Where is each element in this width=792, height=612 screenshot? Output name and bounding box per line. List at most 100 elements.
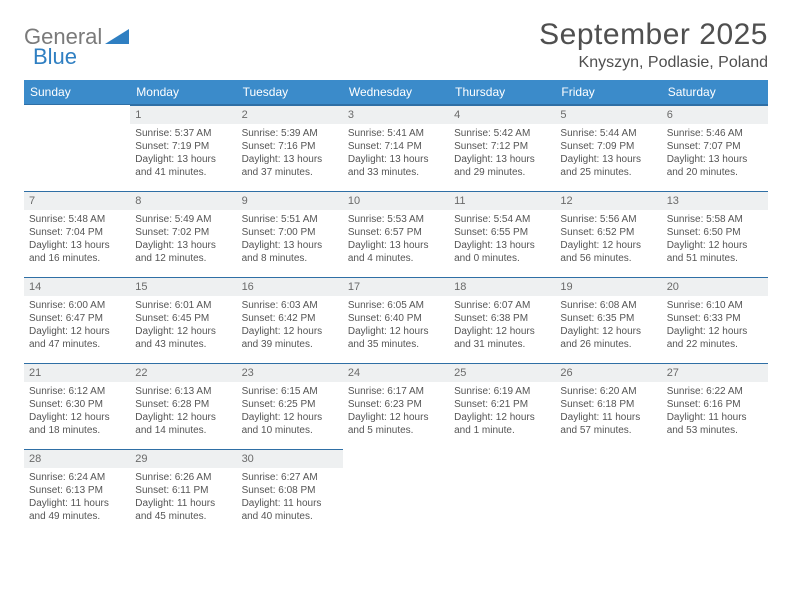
day-number: 23 (237, 363, 343, 382)
daylight-text: Daylight: 13 hours (348, 153, 444, 166)
daylight-text: and 25 minutes. (560, 166, 656, 179)
calendar-cell: 15Sunrise: 6:01 AMSunset: 6:45 PMDayligh… (130, 277, 236, 363)
day-number: 29 (130, 449, 236, 468)
calendar-cell: 13Sunrise: 5:58 AMSunset: 6:50 PMDayligh… (662, 191, 768, 277)
calendar-cell: 1Sunrise: 5:37 AMSunset: 7:19 PMDaylight… (130, 105, 236, 191)
calendar-week-row: 7Sunrise: 5:48 AMSunset: 7:04 PMDaylight… (24, 191, 768, 277)
day-number: 2 (237, 105, 343, 124)
sunrise-text: Sunrise: 5:53 AM (348, 213, 444, 226)
sunset-text: Sunset: 7:09 PM (560, 140, 656, 153)
calendar-cell: 29Sunrise: 6:26 AMSunset: 6:11 PMDayligh… (130, 449, 236, 535)
sunrise-text: Sunrise: 5:46 AM (667, 127, 763, 140)
daylight-text: and 56 minutes. (560, 252, 656, 265)
day-details: Sunrise: 5:49 AMSunset: 7:02 PMDaylight:… (130, 210, 236, 267)
sunrise-text: Sunrise: 6:08 AM (560, 299, 656, 312)
day-number: 15 (130, 277, 236, 296)
weekday-header: Saturday (662, 80, 768, 105)
daylight-text: Daylight: 11 hours (29, 497, 125, 510)
calendar-cell: 16Sunrise: 6:03 AMSunset: 6:42 PMDayligh… (237, 277, 343, 363)
sunrise-text: Sunrise: 5:49 AM (135, 213, 231, 226)
daylight-text: Daylight: 13 hours (560, 153, 656, 166)
calendar-cell: 2Sunrise: 5:39 AMSunset: 7:16 PMDaylight… (237, 105, 343, 191)
sunrise-text: Sunrise: 6:19 AM (454, 385, 550, 398)
sunset-text: Sunset: 7:07 PM (667, 140, 763, 153)
daylight-text: and 12 minutes. (135, 252, 231, 265)
daylight-text: and 10 minutes. (242, 424, 338, 437)
daylight-text: Daylight: 12 hours (348, 325, 444, 338)
calendar-cell: 4Sunrise: 5:42 AMSunset: 7:12 PMDaylight… (449, 105, 555, 191)
sunset-text: Sunset: 7:00 PM (242, 226, 338, 239)
day-number: 22 (130, 363, 236, 382)
calendar-cell: 5Sunrise: 5:44 AMSunset: 7:09 PMDaylight… (555, 105, 661, 191)
day-details: Sunrise: 6:24 AMSunset: 6:13 PMDaylight:… (24, 468, 130, 525)
daylight-text: and 57 minutes. (560, 424, 656, 437)
day-details: Sunrise: 6:03 AMSunset: 6:42 PMDaylight:… (237, 296, 343, 353)
calendar-cell: 17Sunrise: 6:05 AMSunset: 6:40 PMDayligh… (343, 277, 449, 363)
sunset-text: Sunset: 6:52 PM (560, 226, 656, 239)
sunset-text: Sunset: 6:18 PM (560, 398, 656, 411)
calendar-cell: 3Sunrise: 5:41 AMSunset: 7:14 PMDaylight… (343, 105, 449, 191)
day-details: Sunrise: 5:37 AMSunset: 7:19 PMDaylight:… (130, 124, 236, 181)
calendar-table: Sunday Monday Tuesday Wednesday Thursday… (24, 80, 768, 535)
calendar-cell: 14Sunrise: 6:00 AMSunset: 6:47 PMDayligh… (24, 277, 130, 363)
page-header: General September 2025 Knyszyn, Podlasie… (24, 18, 768, 72)
day-details: Sunrise: 5:56 AMSunset: 6:52 PMDaylight:… (555, 210, 661, 267)
daylight-text: and 5 minutes. (348, 424, 444, 437)
calendar-week-row: 28Sunrise: 6:24 AMSunset: 6:13 PMDayligh… (24, 449, 768, 535)
sunset-text: Sunset: 6:45 PM (135, 312, 231, 325)
daylight-text: Daylight: 13 hours (667, 153, 763, 166)
day-number: 26 (555, 363, 661, 382)
calendar-cell: 7Sunrise: 5:48 AMSunset: 7:04 PMDaylight… (24, 191, 130, 277)
daylight-text: and 20 minutes. (667, 166, 763, 179)
daylight-text: Daylight: 12 hours (667, 239, 763, 252)
daylight-text: and 41 minutes. (135, 166, 231, 179)
sunset-text: Sunset: 6:40 PM (348, 312, 444, 325)
daylight-text: and 29 minutes. (454, 166, 550, 179)
calendar-cell: 24Sunrise: 6:17 AMSunset: 6:23 PMDayligh… (343, 363, 449, 449)
calendar-cell: 21Sunrise: 6:12 AMSunset: 6:30 PMDayligh… (24, 363, 130, 449)
daylight-text: Daylight: 13 hours (348, 239, 444, 252)
calendar-header-row: Sunday Monday Tuesday Wednesday Thursday… (24, 80, 768, 105)
sunset-text: Sunset: 6:23 PM (348, 398, 444, 411)
sunrise-text: Sunrise: 6:24 AM (29, 471, 125, 484)
day-details: Sunrise: 6:07 AMSunset: 6:38 PMDaylight:… (449, 296, 555, 353)
sunrise-text: Sunrise: 5:54 AM (454, 213, 550, 226)
daylight-text: and 47 minutes. (29, 338, 125, 351)
day-number: 19 (555, 277, 661, 296)
sunrise-text: Sunrise: 6:15 AM (242, 385, 338, 398)
daylight-text: and 16 minutes. (29, 252, 125, 265)
day-details: Sunrise: 5:51 AMSunset: 7:00 PMDaylight:… (237, 210, 343, 267)
sunrise-text: Sunrise: 6:17 AM (348, 385, 444, 398)
sunrise-text: Sunrise: 5:51 AM (242, 213, 338, 226)
day-number: 6 (662, 105, 768, 124)
weekday-header: Tuesday (237, 80, 343, 105)
daylight-text: Daylight: 12 hours (29, 411, 125, 424)
daylight-text: and 8 minutes. (242, 252, 338, 265)
daylight-text: Daylight: 12 hours (135, 411, 231, 424)
sunrise-text: Sunrise: 6:01 AM (135, 299, 231, 312)
calendar-cell (449, 449, 555, 535)
weekday-header: Monday (130, 80, 236, 105)
day-number: 25 (449, 363, 555, 382)
sunrise-text: Sunrise: 6:26 AM (135, 471, 231, 484)
day-details: Sunrise: 5:39 AMSunset: 7:16 PMDaylight:… (237, 124, 343, 181)
calendar-cell: 25Sunrise: 6:19 AMSunset: 6:21 PMDayligh… (449, 363, 555, 449)
daylight-text: and 22 minutes. (667, 338, 763, 351)
day-number: 20 (662, 277, 768, 296)
day-details: Sunrise: 6:01 AMSunset: 6:45 PMDaylight:… (130, 296, 236, 353)
calendar-cell: 19Sunrise: 6:08 AMSunset: 6:35 PMDayligh… (555, 277, 661, 363)
daylight-text: and 33 minutes. (348, 166, 444, 179)
calendar-cell: 11Sunrise: 5:54 AMSunset: 6:55 PMDayligh… (449, 191, 555, 277)
day-number: 3 (343, 105, 449, 124)
daylight-text: Daylight: 13 hours (454, 153, 550, 166)
day-details: Sunrise: 6:12 AMSunset: 6:30 PMDaylight:… (24, 382, 130, 439)
daylight-text: Daylight: 11 hours (667, 411, 763, 424)
calendar-cell: 12Sunrise: 5:56 AMSunset: 6:52 PMDayligh… (555, 191, 661, 277)
sunrise-text: Sunrise: 5:48 AM (29, 213, 125, 226)
sunset-text: Sunset: 6:38 PM (454, 312, 550, 325)
calendar-cell: 27Sunrise: 6:22 AMSunset: 6:16 PMDayligh… (662, 363, 768, 449)
calendar-cell: 20Sunrise: 6:10 AMSunset: 6:33 PMDayligh… (662, 277, 768, 363)
day-number: 10 (343, 191, 449, 210)
day-number: 7 (24, 191, 130, 210)
day-number: 16 (237, 277, 343, 296)
